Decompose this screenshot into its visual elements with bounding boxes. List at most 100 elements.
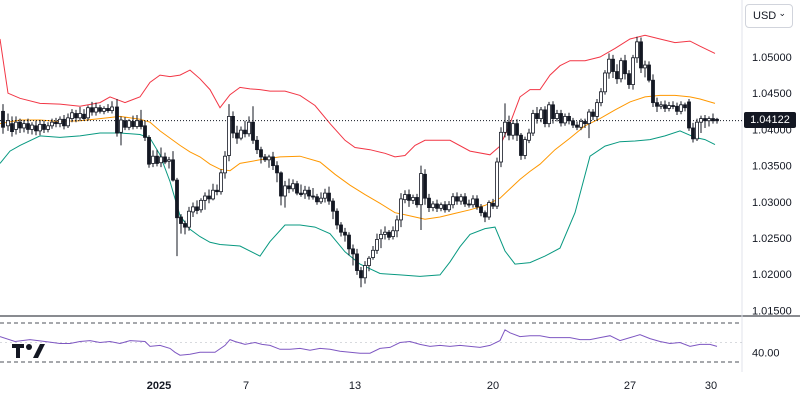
candle-body	[395, 219, 399, 232]
candle-body	[347, 234, 351, 250]
candle-body	[331, 200, 335, 212]
candle-body	[375, 239, 379, 251]
candle-body	[675, 105, 679, 112]
candle-body	[659, 104, 663, 107]
candle-body	[631, 57, 635, 85]
candle-body	[82, 113, 86, 119]
candle-body	[147, 136, 151, 165]
candle-body	[175, 179, 179, 219]
candle-body	[691, 127, 695, 140]
candle-body	[639, 41, 643, 69]
candle-body	[559, 113, 563, 124]
candle-body	[711, 118, 715, 122]
currency-select[interactable]: USD ⌄	[745, 4, 793, 28]
candle-body	[110, 106, 114, 112]
candle-body	[391, 230, 395, 237]
candle-body	[279, 172, 283, 197]
candle-body	[579, 121, 583, 128]
candle-body	[283, 185, 287, 197]
candle-body	[98, 107, 102, 112]
candle-body	[443, 204, 447, 211]
candle-body	[599, 91, 603, 104]
candle-body	[531, 113, 535, 134]
candle-body	[615, 71, 619, 80]
candle-body	[207, 195, 211, 200]
candle-body	[267, 156, 271, 161]
price-tick-label: 1.03500	[752, 161, 792, 173]
rsi-line	[0, 329, 718, 356]
candle-body	[491, 202, 495, 207]
candle-body	[671, 105, 675, 107]
candle-body	[387, 231, 391, 238]
candle-body	[171, 159, 175, 181]
candle-body	[703, 118, 707, 122]
candle-body	[571, 120, 575, 126]
candle-body	[575, 124, 579, 128]
candle-body	[515, 123, 519, 136]
candle-body	[275, 165, 279, 174]
price-tick-label: 1.01500	[752, 305, 792, 317]
candle-body	[383, 231, 387, 235]
candle-body	[459, 196, 463, 202]
candle-body	[539, 109, 543, 119]
candle-body	[479, 206, 483, 214]
candle-body	[583, 121, 587, 125]
candle-body	[519, 134, 523, 156]
tradingview-logo[interactable]	[12, 342, 46, 365]
candle-body	[315, 196, 319, 203]
price-tick-label: 1.02500	[752, 233, 792, 245]
candle-body	[471, 198, 475, 206]
candle-body	[243, 129, 247, 135]
candle-body	[259, 149, 263, 158]
candle-body	[251, 121, 255, 141]
candle-body	[683, 104, 687, 109]
x-tick-label: 7	[243, 380, 249, 392]
x-tick-label: 20	[487, 380, 499, 392]
candle-body	[151, 155, 155, 164]
candle-body	[14, 121, 18, 130]
candle-body	[127, 120, 131, 128]
candle-body	[623, 60, 627, 75]
candle-body	[587, 111, 591, 125]
candle-body	[687, 101, 691, 129]
chart-grid	[0, 0, 800, 372]
candle-body	[399, 198, 403, 221]
candle-body	[607, 58, 611, 74]
price-tick-label: 1.02000	[752, 269, 792, 281]
candle-body	[135, 120, 139, 127]
bb-middle-line	[0, 94, 716, 220]
candle-body	[311, 195, 315, 198]
candle-body	[455, 196, 459, 202]
candle-body	[183, 223, 187, 228]
candle-body	[191, 206, 195, 213]
candle-body	[6, 120, 10, 127]
candle-body	[106, 108, 110, 112]
candle-body	[203, 195, 207, 201]
candle-body	[323, 192, 327, 199]
candle-body	[367, 257, 371, 266]
candle-body	[167, 159, 171, 162]
candle-body	[119, 119, 123, 133]
candle-body	[619, 60, 623, 80]
candle-body	[22, 123, 26, 129]
candle-body	[355, 253, 359, 271]
price-tick-label: 1.05000	[752, 52, 792, 64]
candle-body	[66, 117, 70, 127]
candle-body	[50, 121, 54, 127]
candle-body	[291, 183, 295, 190]
rsi-panel	[0, 322, 742, 363]
x-tick-label: 30	[705, 380, 717, 392]
candle-body	[74, 113, 78, 119]
candle-body	[335, 210, 339, 226]
candle-body	[667, 105, 671, 109]
candle-body	[507, 121, 511, 136]
candle-body	[351, 248, 355, 255]
candle-body	[439, 204, 443, 209]
candle-body	[179, 216, 183, 224]
candle-body	[543, 109, 547, 125]
candle-body	[307, 189, 311, 197]
candle-body	[567, 116, 571, 122]
candle-body	[139, 120, 143, 127]
candle-body	[34, 125, 38, 132]
